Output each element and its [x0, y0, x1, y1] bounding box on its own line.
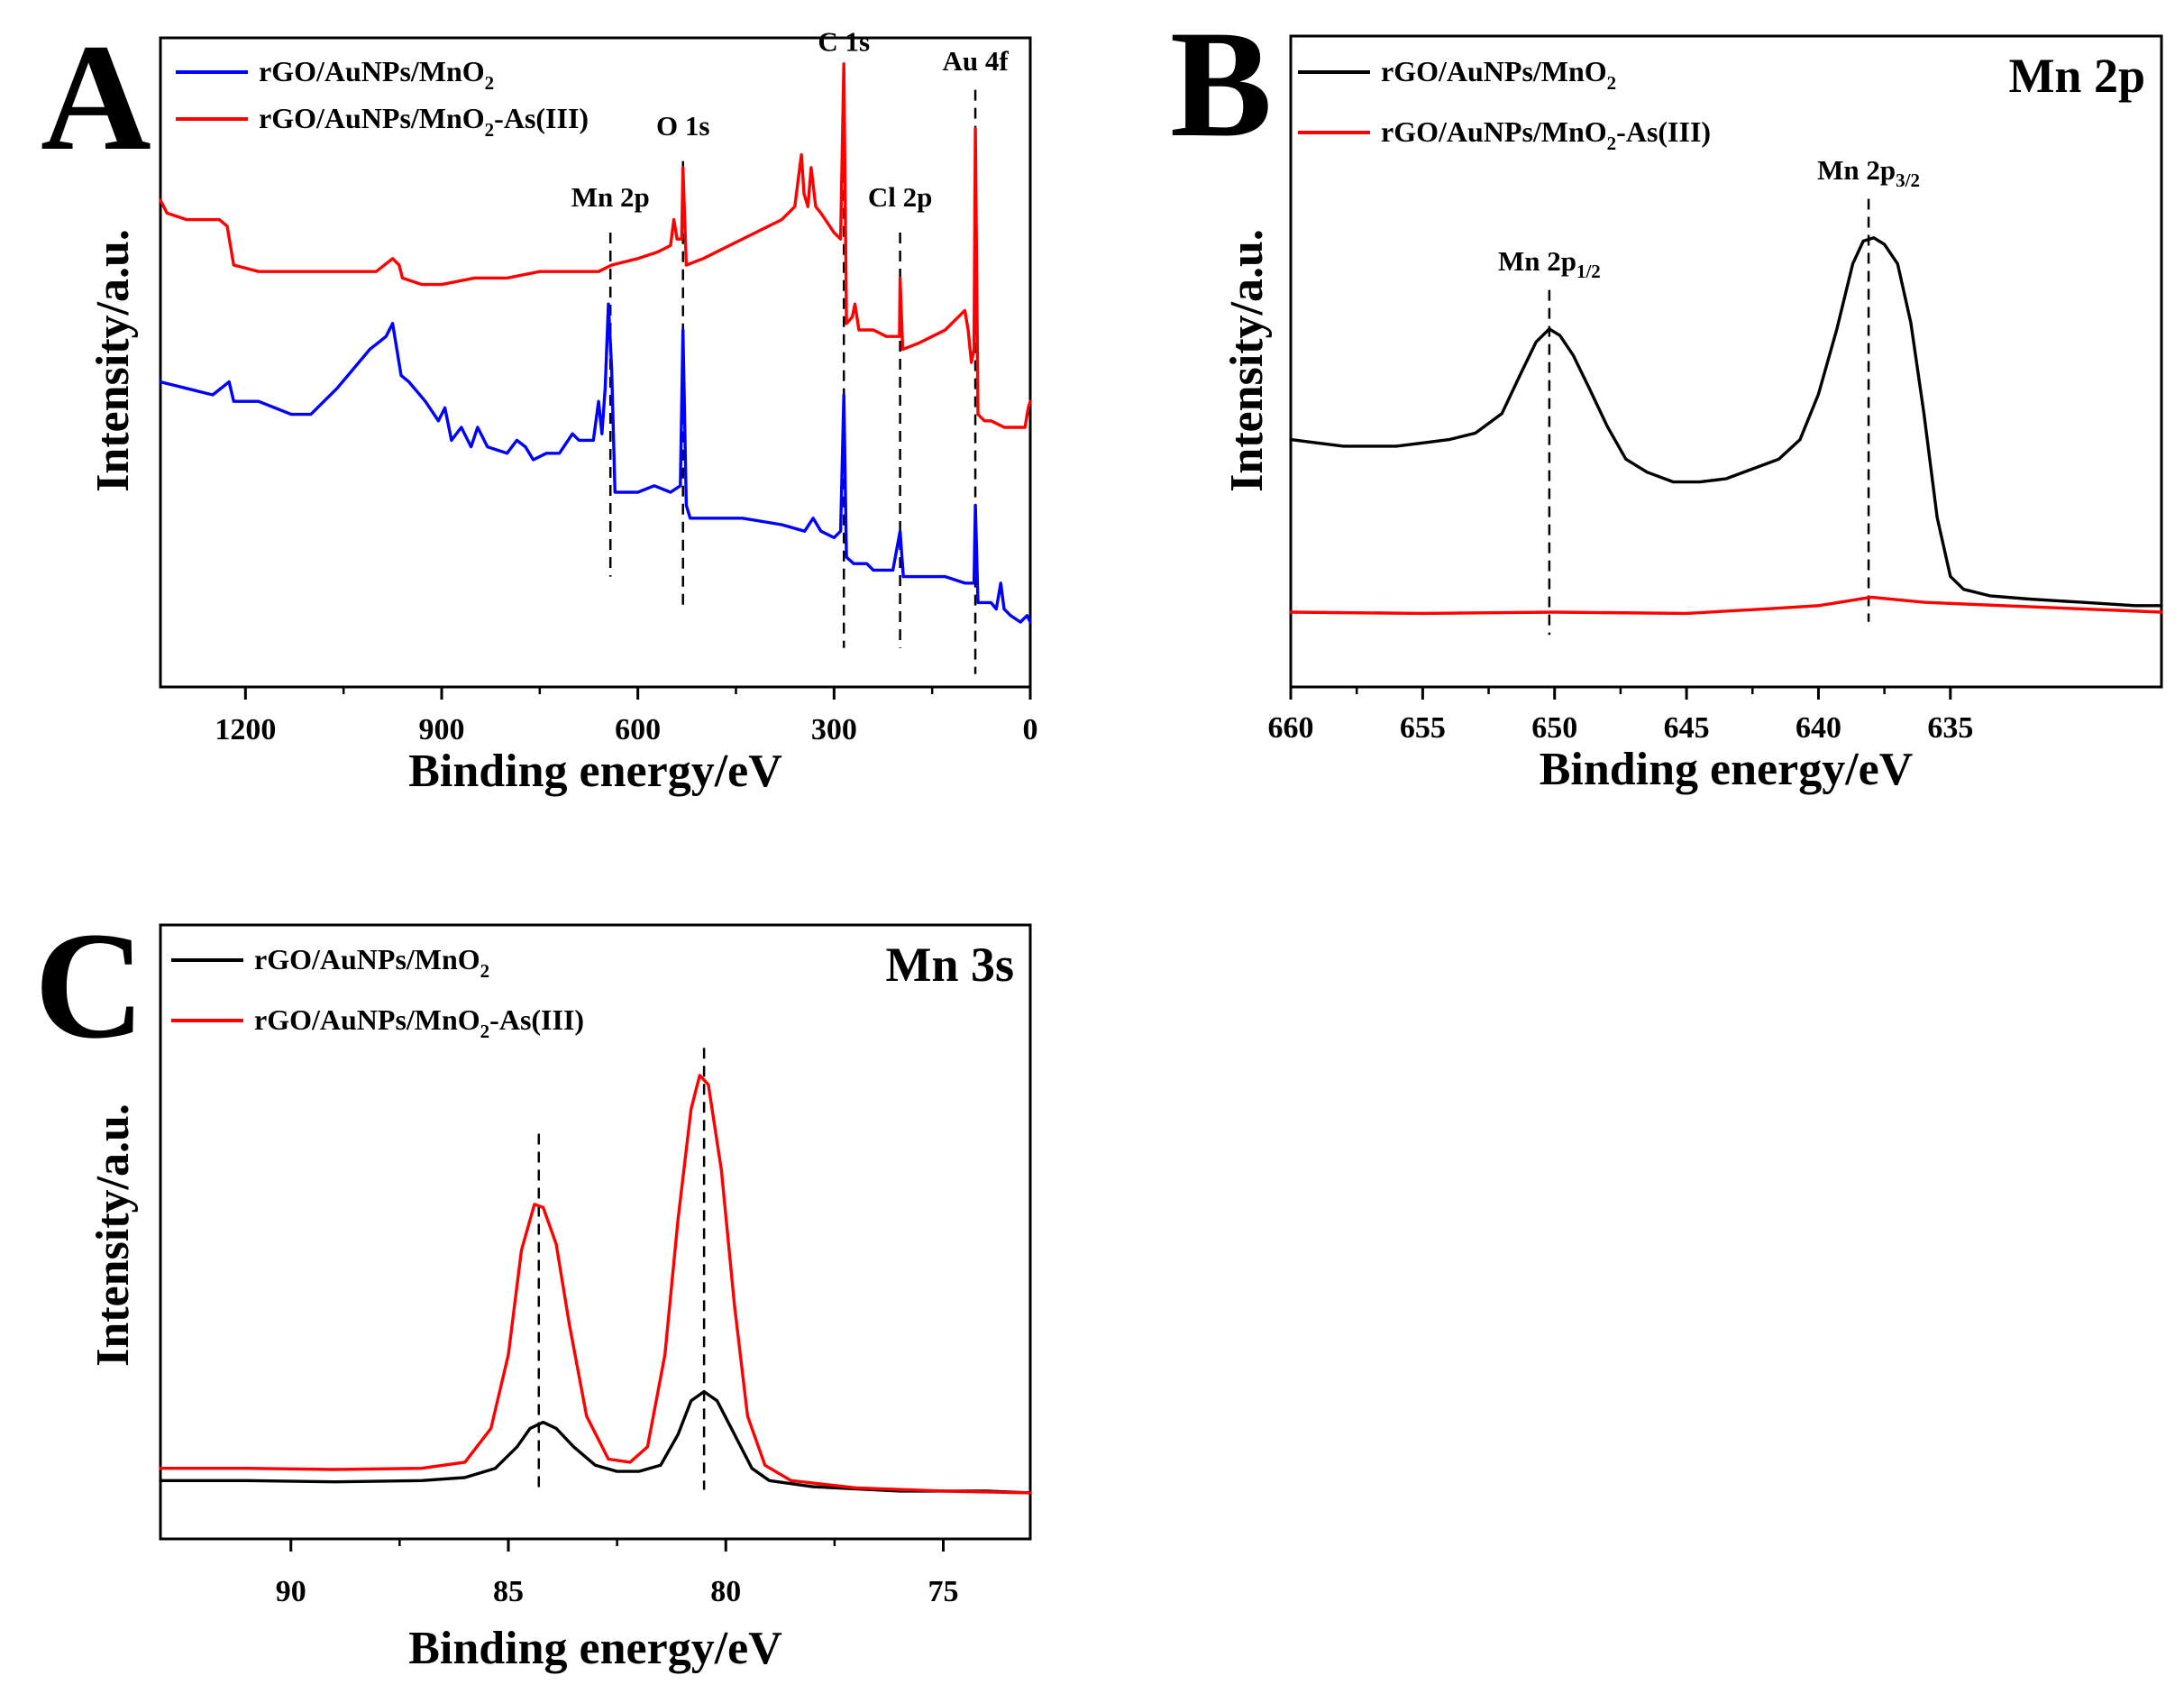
peak-label: Cl 2p — [868, 181, 933, 213]
spectrum-region-label: Mn 2p — [2008, 49, 2145, 103]
legend-entry: rGO/AuNPs/MnO2-As(III) — [1381, 115, 1711, 154]
series-line-mno2 — [1289, 236, 2163, 608]
peak-label: Mn 2p1/2 — [1498, 245, 1601, 282]
x-tick-label: 640 — [1796, 711, 1841, 745]
legend-entry: rGO/AuNPs/MnO2 — [259, 55, 494, 94]
plot-frame — [1289, 34, 2163, 689]
panel-a: A 1200 900 600 300 0 Binding energy/eV Intensi… — [41, 13, 1038, 797]
x-tick-label: 0 — [1023, 713, 1038, 746]
x-tick-label: 600 — [615, 713, 661, 746]
panel-letter-c: C — [34, 901, 145, 1070]
peak-label: Au 4f — [942, 45, 1009, 77]
plot-frame — [159, 36, 1032, 689]
peak-label: Mn 2p3/2 — [1817, 154, 1920, 191]
x-tick-label: 650 — [1531, 711, 1577, 745]
peak-label: O 1s — [656, 110, 709, 142]
panel-letter-a: A — [41, 13, 151, 182]
series-line-mno2-as — [159, 1074, 1032, 1495]
y-axis-title: Intensity/a.u. — [87, 229, 139, 492]
x-tick-label: 90 — [276, 1575, 306, 1608]
series-line-mno2-as — [1289, 595, 2163, 616]
peak-label: Mn 2p — [571, 181, 650, 213]
x-tick-label: 635 — [1927, 711, 1973, 745]
plot-frame — [159, 923, 1032, 1541]
y-axis-title: Intensity/a.u. — [87, 1103, 139, 1367]
y-axis-title: Intensity/a.u. — [1221, 229, 1273, 492]
x-tick-label: 645 — [1664, 711, 1710, 745]
panel-b: B 660 655 650 645 640 635 Binding energy/eV Int… — [1170, 0, 2163, 795]
series-line-mno2 — [159, 1389, 1032, 1495]
x-axis-title: Binding energy/eV — [408, 1623, 782, 1674]
x-tick-label: 900 — [418, 713, 464, 746]
legend-entry: rGO/AuNPs/MnO2-As(III) — [254, 1003, 584, 1042]
spectrum-region-label: Mn 3s — [885, 938, 1014, 992]
panel-letter-b: B — [1170, 0, 1272, 169]
x-tick-label: 75 — [928, 1575, 959, 1608]
x-axis-title: Binding energy/eV — [1540, 744, 1914, 795]
legend-entry: rGO/AuNPs/MnO2 — [254, 943, 489, 982]
x-tick-label: 660 — [1268, 711, 1314, 745]
peak-label: C 1s — [818, 25, 870, 57]
legend-entry: rGO/AuNPs/MnO2 — [1381, 55, 1616, 94]
panel-c: C 90 85 80 75 Binding energy/eV Intensity/a.u… — [34, 901, 1032, 1674]
x-tick-label: 85 — [493, 1575, 524, 1608]
series-line-mno2-as — [159, 62, 1032, 429]
x-tick-label: 655 — [1400, 711, 1446, 745]
x-axis-title: Binding energy/eV — [408, 746, 782, 797]
x-tick-label: 300 — [811, 713, 857, 746]
x-tick-label: 1200 — [215, 713, 276, 746]
legend-entry: rGO/AuNPs/MnO2-As(III) — [259, 102, 589, 141]
series-line-mno2 — [159, 302, 1032, 624]
x-tick-label: 80 — [710, 1575, 741, 1608]
